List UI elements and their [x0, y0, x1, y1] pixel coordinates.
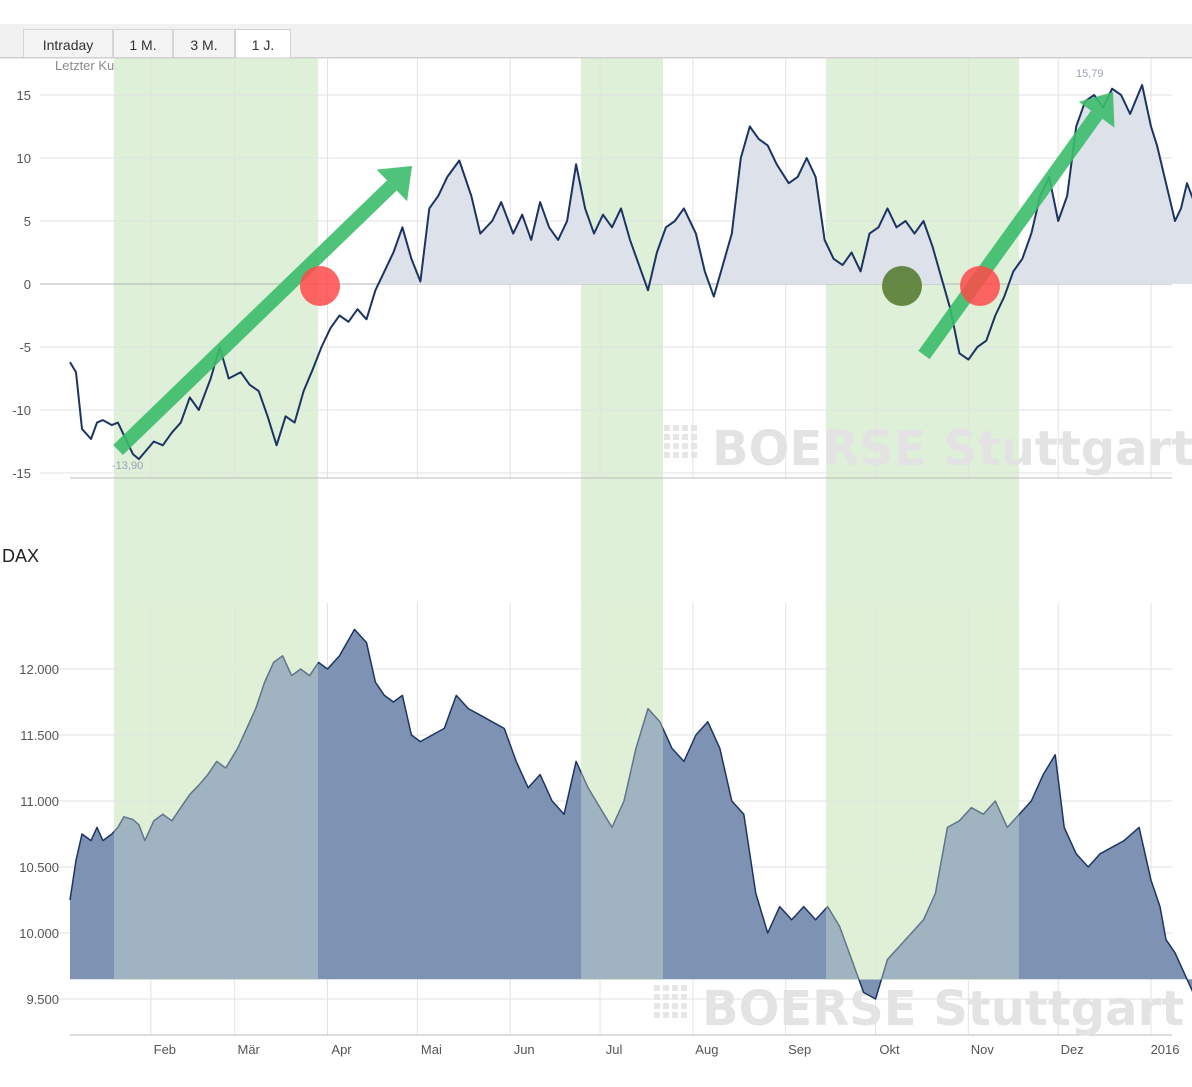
- range-tabs: Intraday 1 M. 3 M. 1 J.: [0, 24, 1192, 59]
- watermark-dot: [663, 1012, 669, 1018]
- upper-y-tick-label: 0: [24, 277, 31, 292]
- axis-labels: 15 10 5 0 -5 -10 -15 12.000 11.500 11.000 10.500 10…: [12, 88, 1179, 1057]
- marker-red-2: [960, 266, 1000, 306]
- watermark-dot: [681, 1003, 687, 1009]
- dax-band-tint-3: [826, 603, 1019, 980]
- watermark-dot: [682, 425, 688, 431]
- x-tick-label: Jun: [514, 1042, 535, 1057]
- dax-band-tint-1: [114, 603, 318, 980]
- tab-1-month[interactable]: 1 M.: [113, 29, 173, 57]
- data-series: [69, 84, 1192, 1000]
- upper-y-tick-label: 15: [17, 88, 31, 103]
- watermark-dot: [691, 452, 697, 458]
- watermark-1: BOERSE Stuttgart: [664, 421, 1192, 477]
- watermark-dot: [664, 452, 670, 458]
- dax-area-fill: [70, 629, 1192, 999]
- marker-green-1: [882, 266, 922, 306]
- tab-intraday[interactable]: Intraday: [23, 29, 113, 57]
- dax-band-tint-2: [581, 603, 663, 980]
- dax-y-tick-label: 11.000: [20, 794, 59, 809]
- x-tick-label: Aug: [695, 1042, 718, 1057]
- watermark-dot: [654, 994, 660, 1000]
- max-value-label: 15,79: [1076, 68, 1104, 80]
- watermark-dot: [673, 434, 679, 440]
- watermark-dot: [691, 434, 697, 440]
- watermark-dot: [672, 994, 678, 1000]
- watermark-dot: [664, 443, 670, 449]
- watermark-dot: [682, 443, 688, 449]
- dax-y-tick-label: 10.500: [19, 860, 59, 875]
- upper-y-tick-label: -5: [19, 340, 31, 355]
- upper-y-tick-label: -15: [12, 466, 31, 481]
- watermark-dot: [672, 1012, 678, 1018]
- x-tick-label: Jul: [606, 1042, 623, 1057]
- x-tick-label: 2016: [1151, 1042, 1180, 1057]
- upper-series-line: [69, 84, 1192, 461]
- watermark-dot: [673, 443, 679, 449]
- marker-red-1: [300, 266, 340, 306]
- min-value-label: -13,90: [112, 460, 143, 472]
- x-tick-label: Nov: [971, 1042, 995, 1057]
- x-tick-label: Feb: [154, 1042, 176, 1057]
- watermark-dot: [663, 1003, 669, 1009]
- watermark-dot: [664, 434, 670, 440]
- watermark-dot: [663, 985, 669, 991]
- tab-3-months[interactable]: 3 M.: [173, 29, 235, 57]
- x-tick-label: Okt: [879, 1042, 900, 1057]
- dax-y-tick-label: 10.000: [19, 926, 59, 941]
- trend-arrow-head-2: [1078, 92, 1115, 128]
- trend-arrow-shaft-2: [918, 110, 1103, 360]
- x-tick-label: Dez: [1061, 1042, 1084, 1057]
- watermark-dot: [672, 1003, 678, 1009]
- dax-chart-title: DAX: [2, 546, 40, 566]
- x-tick-label: Sep: [788, 1042, 811, 1057]
- watermark-dot: [673, 425, 679, 431]
- watermark-dot: [664, 425, 670, 431]
- upper-area-fill: [70, 85, 1192, 284]
- watermark-dot: [654, 1003, 660, 1009]
- watermark-dot: [681, 994, 687, 1000]
- dax-y-tick-label: 9.500: [26, 992, 59, 1007]
- watermark-dot: [673, 452, 679, 458]
- x-tick-label: Mai: [421, 1042, 442, 1057]
- upper-y-tick-label: -10: [12, 403, 31, 418]
- watermark-2: BOERSE Stuttgart: [654, 981, 1184, 1037]
- watermark-dot: [691, 443, 697, 449]
- watermark-dot: [681, 985, 687, 991]
- watermarks: BOERSE Stuttgart BOERSE Stuttgart: [654, 421, 1192, 1037]
- tab-1-year[interactable]: 1 J.: [235, 29, 291, 59]
- x-tick-label: Apr: [331, 1042, 352, 1057]
- watermark-dot: [663, 994, 669, 1000]
- dax-y-tick-label: 12.000: [19, 662, 59, 677]
- watermark-dot: [654, 1012, 660, 1018]
- watermark-dot: [681, 1012, 687, 1018]
- watermark-text: BOERSE Stuttgart: [702, 981, 1184, 1037]
- watermark-dot: [654, 985, 660, 991]
- x-tick-label: Mär: [238, 1042, 261, 1057]
- watermark-dot: [682, 452, 688, 458]
- watermark-dot: [691, 425, 697, 431]
- trend-arrow-head-1: [376, 166, 412, 202]
- trend-arrow-shaft-1: [113, 180, 397, 456]
- dax-series-line: [69, 628, 1192, 1000]
- watermark-dot: [672, 985, 678, 991]
- dax-y-tick-label: 11.500: [20, 728, 59, 743]
- watermark-text: BOERSE Stuttgart: [712, 421, 1192, 477]
- watermark-dot: [682, 434, 688, 440]
- upper-y-tick-label: 10: [17, 151, 31, 166]
- annotation-overlay: -13,90 15,79: [112, 68, 1115, 472]
- upper-y-tick-label: 5: [24, 214, 31, 229]
